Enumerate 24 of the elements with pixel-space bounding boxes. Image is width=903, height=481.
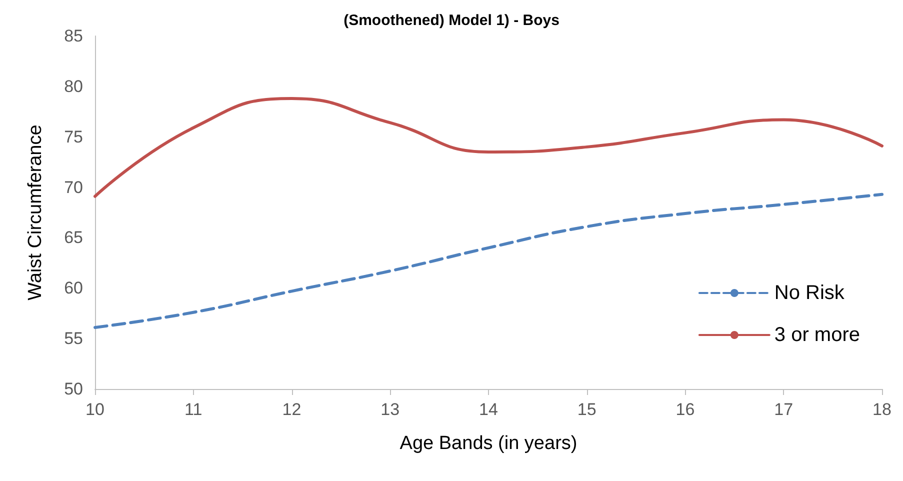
y-tick-label: 60 [64, 278, 83, 298]
y-axis-title: Waist Circumferance [25, 124, 46, 300]
x-tick-label: 14 [479, 400, 498, 419]
x-tick-label: 10 [86, 400, 104, 419]
y-tick-label: 75 [64, 127, 83, 146]
line-series [94, 192, 884, 329]
y-tick-label: 85 [64, 26, 83, 46]
x-tick-label: 18 [872, 400, 892, 419]
y-tick-label: 55 [64, 329, 83, 348]
line-series [94, 97, 884, 198]
x-axis-title: Age Bands (in years) [400, 433, 578, 454]
y-tick-label: 80 [64, 76, 83, 96]
chart-title: (Smoothened) Model 1) - Boys [344, 12, 560, 29]
legend-label: 3 or more [774, 324, 860, 346]
y-tick-label: 50 [64, 380, 83, 398]
x-tick-label: 11 [184, 400, 202, 419]
y-tick-label: 70 [64, 178, 83, 197]
x-tick-label: 12 [282, 400, 302, 419]
y-tick-label: 65 [64, 228, 83, 248]
x-tick-label: 17 [774, 400, 794, 419]
legend-label: No Risk [774, 282, 846, 304]
x-tick-label: 15 [577, 400, 596, 419]
x-tick-label: 13 [380, 400, 400, 419]
x-tick-label: 16 [676, 400, 695, 419]
